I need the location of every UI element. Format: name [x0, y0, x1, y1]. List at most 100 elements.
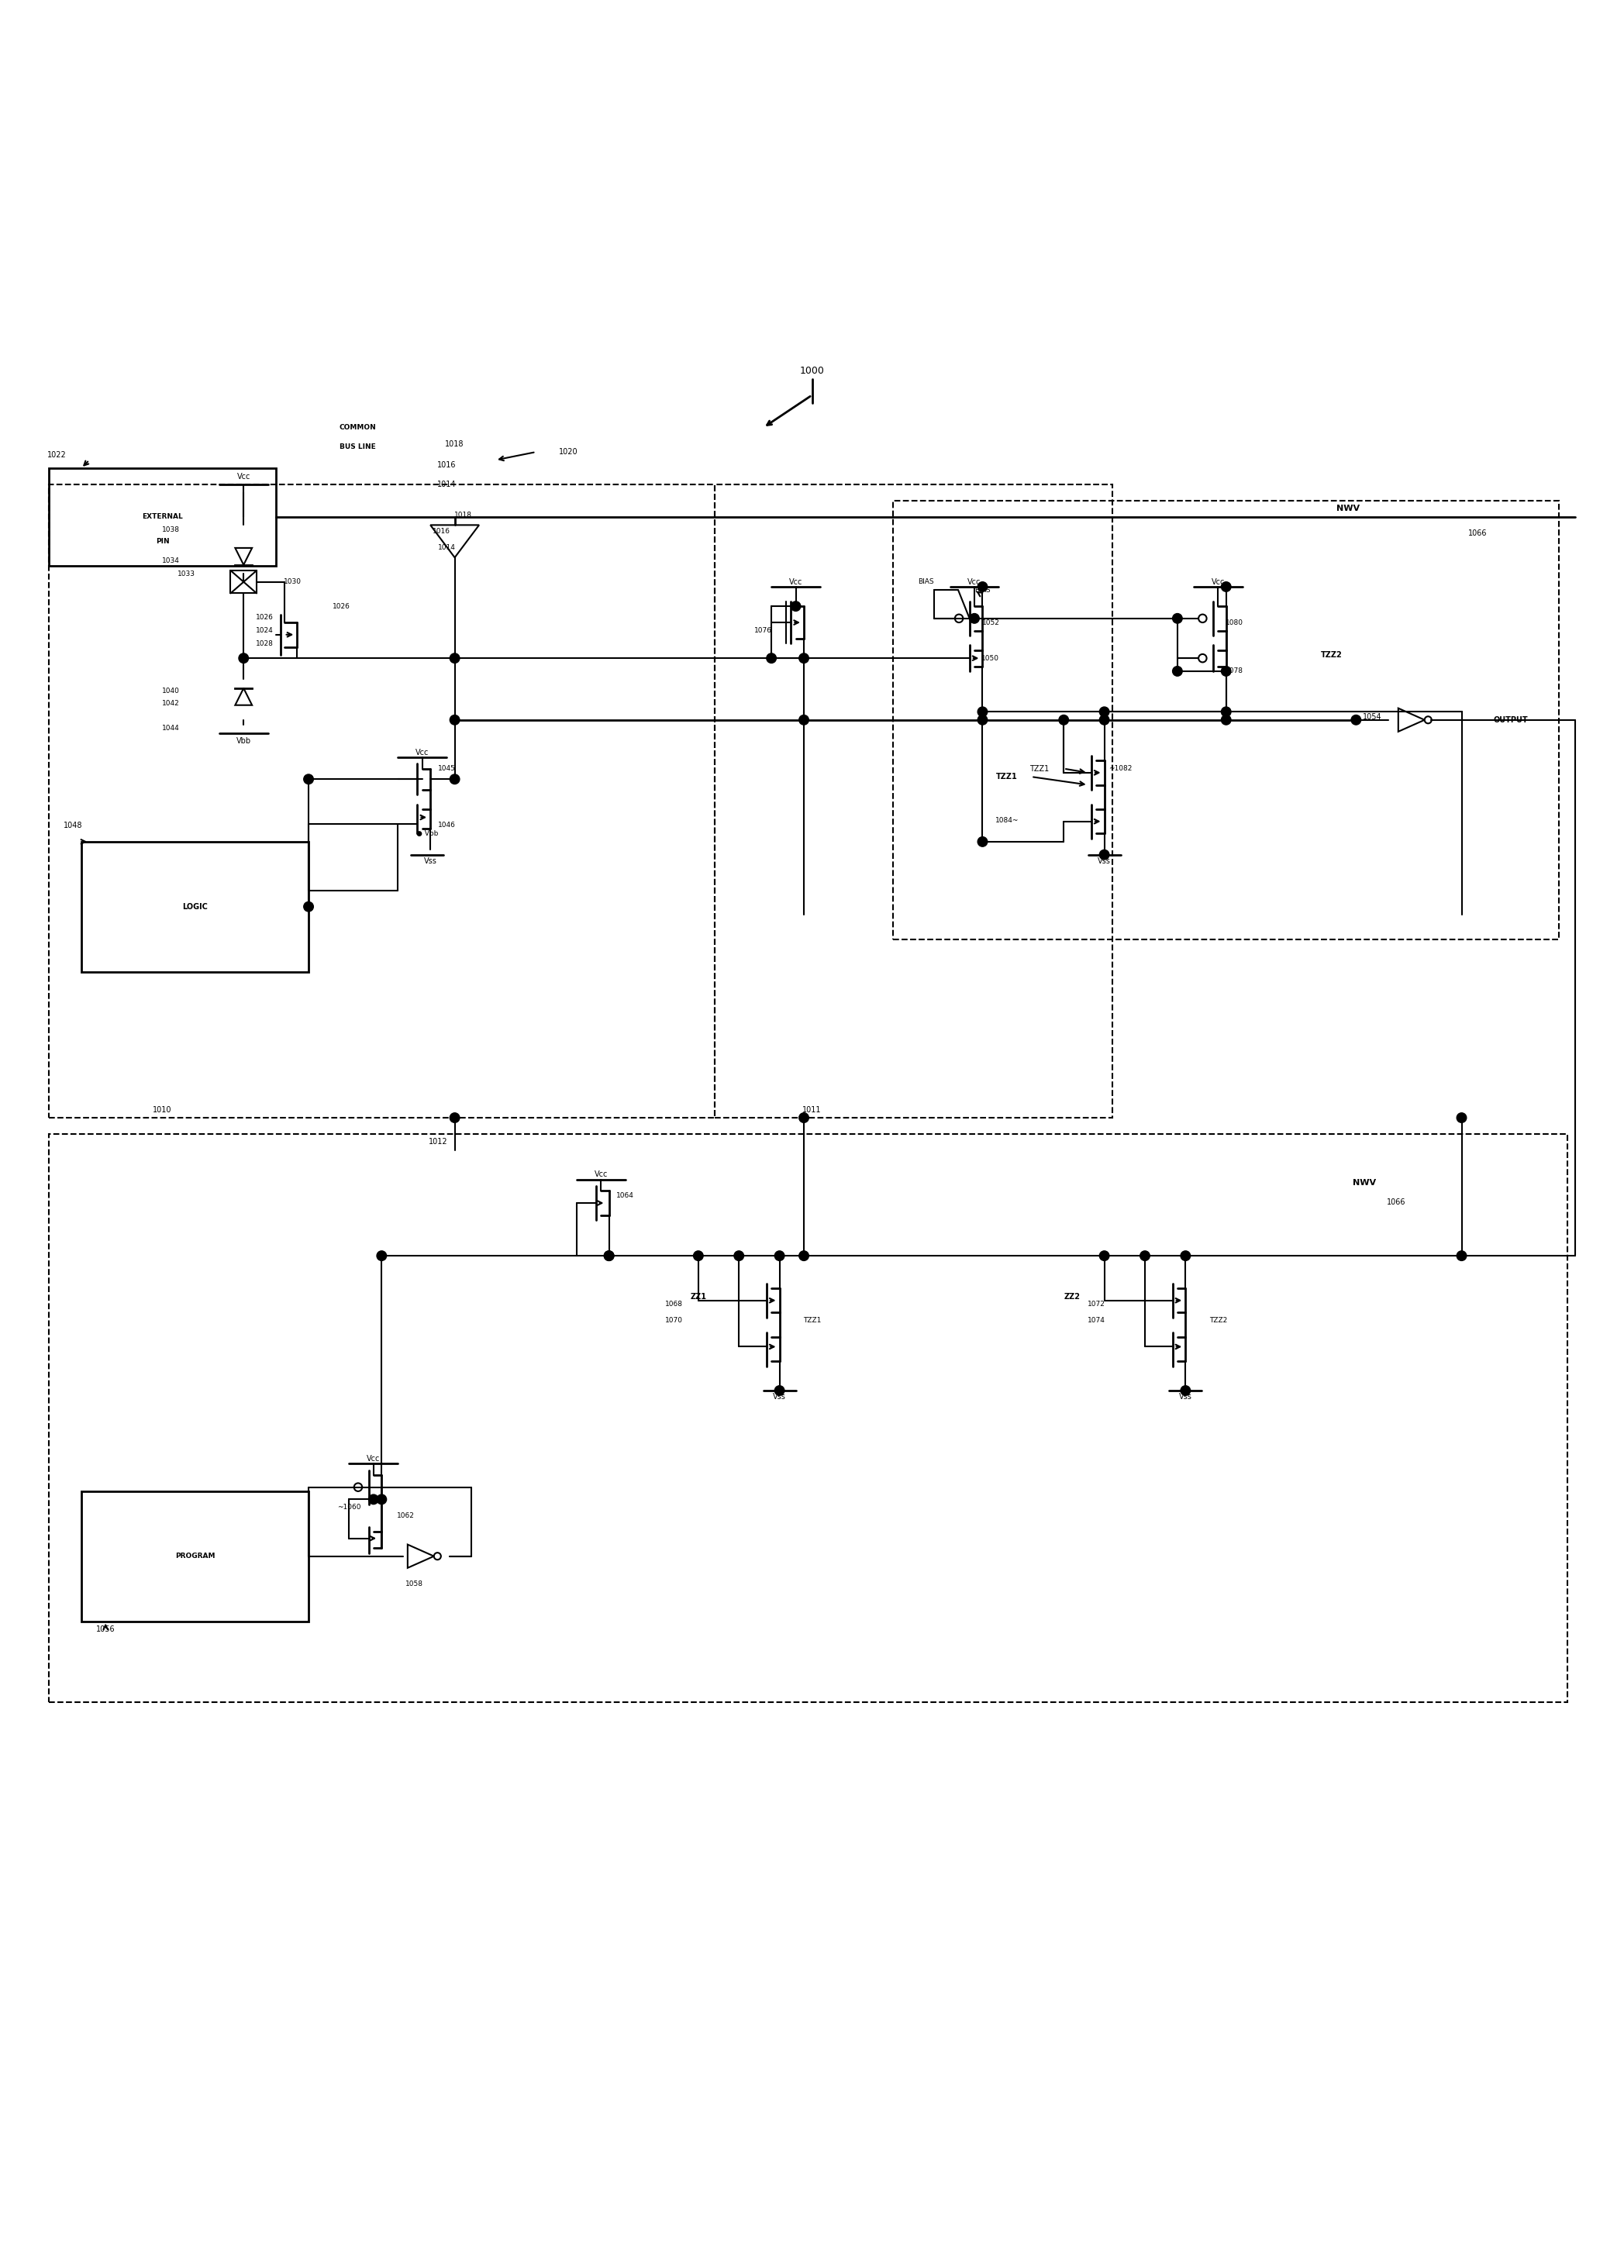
Text: 1030: 1030: [284, 578, 300, 585]
Text: Vss: Vss: [773, 1393, 786, 1402]
Circle shape: [1140, 1252, 1150, 1261]
Text: Vcc: Vcc: [416, 748, 429, 755]
Circle shape: [604, 1252, 614, 1261]
Circle shape: [693, 1252, 703, 1261]
Circle shape: [377, 1495, 387, 1504]
Circle shape: [775, 1386, 784, 1395]
Text: NWV: NWV: [1337, 506, 1359, 513]
Text: BUS LINE: BUS LINE: [339, 445, 375, 451]
Circle shape: [978, 708, 987, 717]
Text: 1042: 1042: [162, 701, 179, 708]
Text: PIN: PIN: [156, 538, 169, 544]
Text: 1028: 1028: [257, 640, 273, 646]
Text: 1080: 1080: [1226, 619, 1242, 626]
Text: 1026: 1026: [257, 615, 273, 621]
Circle shape: [734, 1252, 744, 1261]
Text: 1070: 1070: [666, 1318, 682, 1325]
Text: ZZ2: ZZ2: [1064, 1293, 1080, 1300]
Text: 1052: 1052: [983, 619, 999, 626]
Circle shape: [791, 601, 801, 610]
Text: 1062: 1062: [398, 1513, 414, 1520]
Circle shape: [1099, 708, 1109, 717]
Text: Vcc: Vcc: [594, 1170, 607, 1179]
Circle shape: [1351, 714, 1361, 726]
Text: 1022: 1022: [47, 451, 67, 458]
Text: 1010: 1010: [153, 1107, 172, 1114]
Text: 1038: 1038: [162, 526, 179, 533]
Circle shape: [1221, 708, 1231, 717]
Text: 1026: 1026: [333, 603, 349, 610]
Circle shape: [239, 653, 248, 662]
Circle shape: [450, 1114, 460, 1123]
Text: 1018: 1018: [445, 440, 464, 447]
Circle shape: [450, 714, 460, 726]
Text: ● Vbb: ● Vbb: [416, 830, 438, 837]
Text: 1066: 1066: [1468, 528, 1488, 538]
Circle shape: [377, 1252, 387, 1261]
Text: 1068: 1068: [666, 1302, 682, 1309]
Text: 1078: 1078: [1226, 667, 1242, 674]
Text: Vbb: Vbb: [235, 737, 252, 744]
Text: 1024: 1024: [257, 628, 273, 635]
Text: Vss: Vss: [424, 857, 437, 864]
Circle shape: [604, 1252, 614, 1261]
Text: 1014: 1014: [438, 544, 455, 551]
Text: 1054: 1054: [1363, 712, 1382, 721]
Text: 1033: 1033: [179, 569, 195, 578]
Text: Vcc: Vcc: [237, 472, 250, 481]
Text: Vss: Vss: [1179, 1393, 1192, 1402]
Text: 1016: 1016: [434, 528, 450, 535]
Text: 1084~: 1084~: [996, 816, 1018, 823]
Text: Vcc: Vcc: [1212, 578, 1224, 585]
Text: Vcc: Vcc: [789, 578, 802, 585]
Text: Vcc: Vcc: [367, 1454, 380, 1463]
Text: 1072: 1072: [1088, 1302, 1104, 1309]
Circle shape: [304, 773, 313, 785]
Circle shape: [450, 653, 460, 662]
Circle shape: [799, 1252, 809, 1261]
Text: Vcc: Vcc: [968, 578, 981, 585]
Text: TZZ1: TZZ1: [1030, 764, 1049, 773]
Text: 1064: 1064: [617, 1193, 633, 1200]
Text: 1011: 1011: [802, 1107, 822, 1114]
Circle shape: [799, 653, 809, 662]
Circle shape: [1221, 583, 1231, 592]
Text: Vss: Vss: [1098, 857, 1111, 864]
Circle shape: [1457, 1252, 1466, 1261]
Text: BIAS: BIAS: [918, 578, 934, 585]
Text: 1044: 1044: [162, 723, 179, 733]
Circle shape: [1457, 1114, 1466, 1123]
Text: 1040: 1040: [162, 687, 179, 694]
Text: 1074: 1074: [1088, 1318, 1104, 1325]
Text: TZZ1: TZZ1: [996, 773, 1018, 780]
Text: 1066: 1066: [1387, 1198, 1406, 1207]
Circle shape: [1099, 1252, 1109, 1261]
Circle shape: [1221, 714, 1231, 726]
Text: 1046: 1046: [438, 821, 455, 828]
Text: 1020: 1020: [559, 449, 578, 456]
Circle shape: [799, 714, 809, 726]
Text: 1048: 1048: [63, 821, 83, 830]
Text: 1018: 1018: [455, 513, 471, 519]
Circle shape: [304, 903, 313, 912]
Circle shape: [1181, 1386, 1190, 1395]
Text: 1014: 1014: [437, 481, 456, 488]
Text: 1076: 1076: [755, 628, 771, 635]
Circle shape: [450, 773, 460, 785]
Circle shape: [1173, 615, 1182, 624]
Text: 1058: 1058: [406, 1581, 422, 1588]
Text: 1000: 1000: [799, 365, 825, 376]
Circle shape: [970, 615, 979, 624]
Circle shape: [1099, 714, 1109, 726]
Text: 1034: 1034: [162, 558, 179, 565]
Text: PROGRAM: PROGRAM: [175, 1554, 214, 1560]
Text: 1016: 1016: [437, 460, 456, 469]
Circle shape: [1059, 714, 1069, 726]
Circle shape: [775, 1252, 784, 1261]
Text: 1050: 1050: [983, 655, 999, 662]
Text: 1056: 1056: [96, 1626, 115, 1633]
Circle shape: [978, 714, 987, 726]
Circle shape: [1181, 1252, 1190, 1261]
Text: EXTERNAL: EXTERNAL: [141, 513, 184, 519]
Text: ~1082: ~1082: [1109, 764, 1132, 771]
